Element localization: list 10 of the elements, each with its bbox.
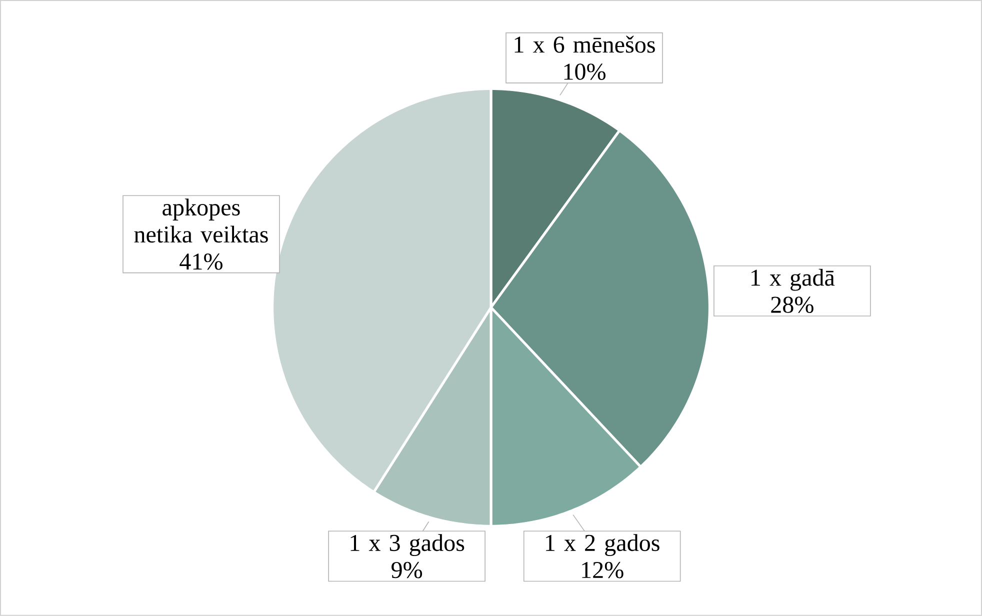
data-label: 9% xyxy=(392,562,422,578)
data-label: 28% xyxy=(771,296,814,314)
slice-label: apkopes netika veiktas xyxy=(134,198,268,243)
slice-label: 1 x 2 gados xyxy=(546,534,660,556)
data-label: 12% xyxy=(582,562,624,578)
slice-label: 1 x 6 mēnešos xyxy=(514,36,655,53)
slice-label: 1 x gadā xyxy=(752,268,835,291)
data-label: 10% xyxy=(564,64,606,80)
data-label: 41% xyxy=(180,254,222,270)
slice-label: 1 x 3 gados xyxy=(350,534,464,556)
